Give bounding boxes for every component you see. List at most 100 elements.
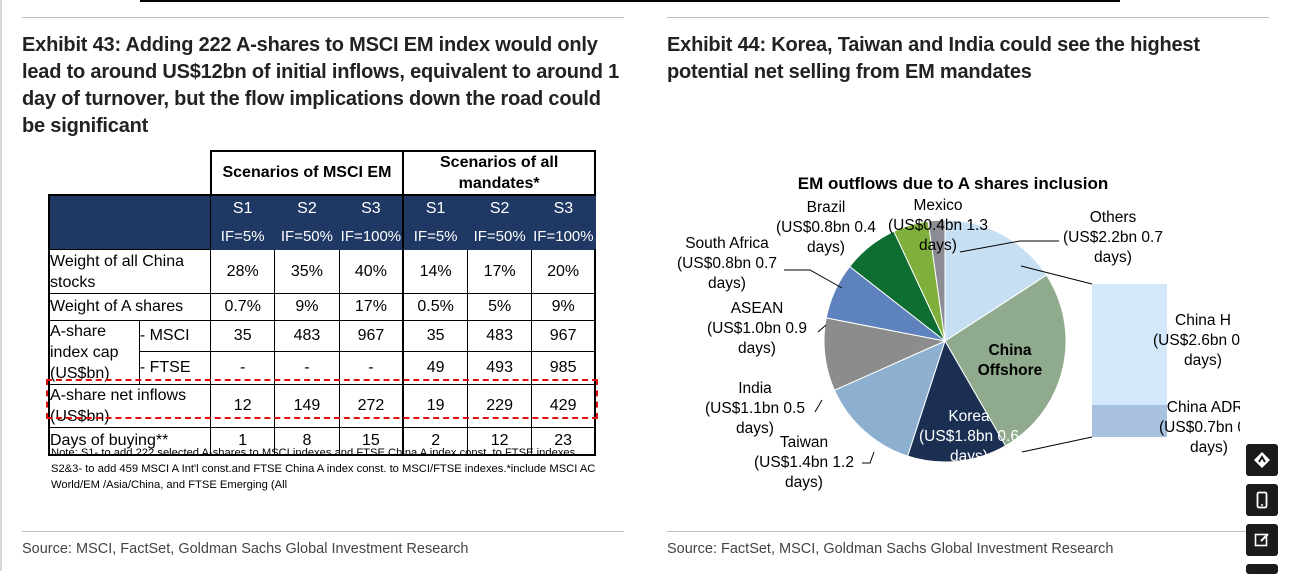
scenario-s2: S2 [467,194,533,223]
label-line: Others [1090,209,1137,226]
group-header-msci-em: Scenarios of MSCI EM [209,150,405,196]
breakout-segment-china-h [1092,284,1167,405]
cell: 5% [467,293,533,321]
cell: 20% [531,249,597,294]
label-line: (US$0.4bn 1.3 [888,217,988,234]
leader-others [959,240,1059,253]
exhibit-44-panel: Exhibit 44: Korea, Taiwan and India coul… [667,0,1271,571]
row-label-inflows: A-share net inflows (US$bn) [48,384,212,428]
label-line: (US$1.4bn 1.2 [754,454,854,471]
bottom-rule [667,531,1269,532]
if-label: IF=5% [210,222,276,250]
cell: 0.5% [402,293,469,321]
highlight-dashed-box [46,379,598,419]
header-blank [48,194,212,250]
label-line: days) [1094,249,1132,266]
label-line: days) [919,237,957,254]
cell: 35 [402,320,469,352]
cell: 15 [338,427,405,456]
bottom-rule [22,531,624,532]
top-rule [22,17,624,18]
scenario-s3: S3 [531,194,596,223]
top-rule [667,17,1269,18]
scenario-table: Scenarios of MSCI EM Scenarios of all ma… [47,150,597,456]
slice-labels: Brazil (US$0.8bn 0.4 days) Mexico (US$0.4bn … [677,197,1240,491]
cell: 0.7% [210,293,276,321]
label-south-africa: South Africa (US$0.8bn 0.7 days) [677,235,777,292]
cell: 17% [467,249,533,294]
table-note: Note: S1- to add 222 selected A-shares t… [51,447,596,491]
label-china-offshore: China Offshore [978,342,1043,379]
label-line: Offshore [978,362,1043,379]
label-line: China H [1175,312,1231,329]
label-line: ASEAN [731,300,784,317]
pie-slices [823,219,1067,463]
label-line: (US$0.7bn 0.9 [1159,419,1240,436]
label-line: (US$0.8bn 0.7 [677,255,777,272]
label-line: days) [738,340,776,357]
label-china-h: China H (US$2.6bn 0.4 days) [1153,312,1240,369]
label-line: days) [736,420,774,437]
if-label: IF=5% [402,222,469,250]
label-line: China ADRs [1167,399,1240,416]
leader-lines [784,240,1093,464]
edit-icon[interactable] [1246,524,1278,556]
scenario-s2: S2 [274,194,340,223]
cell: 35 [210,320,276,352]
label-taiwan: Taiwan (US$1.4bn 1.2 days) [754,434,854,491]
cell: 967 [531,320,597,352]
cell: 1 [210,427,276,456]
label-line: China [988,342,1031,359]
top-divider [140,0,1120,2]
left-border [0,0,2,571]
leader-south-africa [784,269,843,289]
mobile-icon[interactable] [1246,484,1278,516]
exhibit-43-title: Exhibit 43: Adding 222 A-shares to MSCI … [22,34,620,137]
label-others: Others (US$2.2bn 0.7 days) [1063,209,1163,266]
breakout-connector-top [1020,265,1093,285]
cell: 483 [467,320,533,352]
pie-slice-taiwan [833,340,946,457]
label-india: India (US$1.1bn 0.5 days) [705,380,805,437]
exhibit-43-source: Source: MSCI, FactSet, Goldman Sachs Glo… [22,541,469,557]
label-line: (US$2.2bn 0.7 [1063,229,1163,246]
label-line: days) [785,474,823,491]
label-brazil: Brazil (US$0.8bn 0.4 days) [776,199,876,256]
label-line: South Africa [685,235,769,252]
if-label: IF=50% [274,222,340,250]
cell: 967 [338,320,405,352]
label-line: (US$1.0bn 0.9 [707,320,807,337]
edit-glyph [1254,533,1269,547]
label-line: (US$2.6bn 0.4 [1153,332,1240,349]
row-label-msci: - MSCI [138,320,212,352]
breakout-connector-bottom [1021,436,1093,453]
leader-india [814,399,823,413]
label-line: (US$1.8bn 0.6 [919,428,1019,445]
leader-asean [817,324,827,333]
cell: 272 [338,384,405,428]
cell: 9% [531,293,597,321]
mobile-glyph [1256,491,1268,509]
cell: 483 [274,320,340,352]
label-line: Brazil [807,199,846,216]
row-label-weight-a: Weight of A shares [48,293,212,321]
if-label: IF=100% [531,222,596,250]
label-korea: Korea (US$1.8bn 0.6 days) [919,408,1019,465]
corner-blank [49,151,211,196]
label-mexico: Mexico (US$0.4bn 1.3 days) [888,197,988,254]
if-label: IF=50% [467,222,533,250]
label-line: Mexico [913,197,962,214]
share-icon[interactable] [1246,444,1278,476]
label-line: Taiwan [780,434,828,451]
label-line: days) [1190,439,1228,456]
share-glyph [1254,452,1270,468]
scenario-s1: S1 [402,194,469,223]
cell: 23 [531,427,597,456]
label-line: days) [1184,352,1222,369]
leader-taiwan [862,451,875,464]
pie-slice-china-offshore [944,274,1067,447]
cell: 2 [402,427,469,456]
more-button[interactable] [1246,564,1278,574]
row-label-index-cap: A-share index cap (US$bn) [47,320,140,385]
label-line: days) [807,239,845,256]
